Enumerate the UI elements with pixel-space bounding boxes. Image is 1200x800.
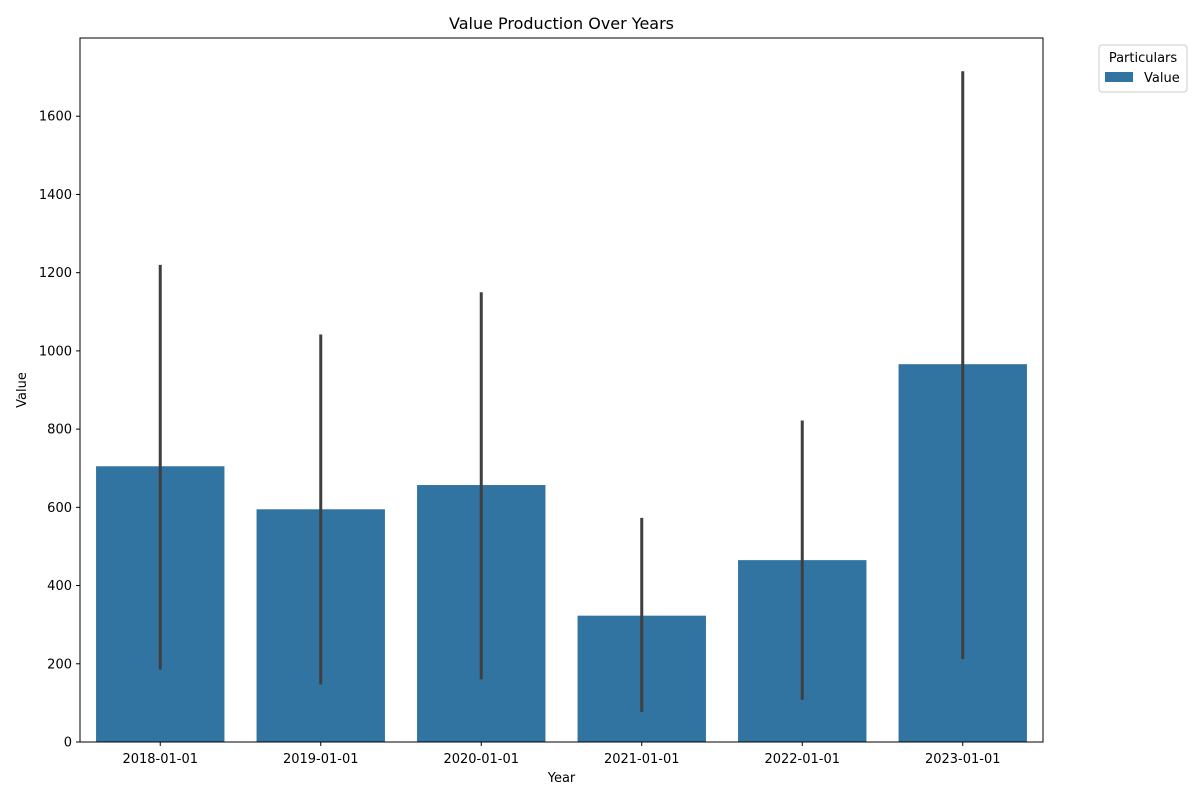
x-tick-label: 2020-01-01 <box>443 752 519 767</box>
y-tick-label: 0 <box>64 736 72 751</box>
y-tick-label: 200 <box>47 657 72 672</box>
y-axis-ticks: 0 200 400 600 800 1000 1200 1400 1600 <box>39 110 80 751</box>
y-tick-label: 1600 <box>39 110 72 125</box>
x-tick-label: 2019-01-01 <box>283 752 359 767</box>
x-axis-label: Year <box>547 771 576 786</box>
x-tick-label: 2018-01-01 <box>122 752 198 767</box>
x-axis-ticks: 2018-01-01 2019-01-01 2020-01-01 2021-01-01… <box>122 742 1001 767</box>
legend-items: Value <box>1105 71 1180 86</box>
legend-title: Particulars <box>1109 51 1178 66</box>
legend-item-label: Value <box>1144 71 1180 86</box>
legend: Particulars Value <box>1098 44 1188 93</box>
errorbars-layer <box>158 71 965 712</box>
y-tick-label: 400 <box>47 579 72 594</box>
x-tick-label: 2022-01-01 <box>764 752 840 767</box>
y-tick-label: 800 <box>47 423 72 438</box>
y-axis-label: Value <box>15 372 30 408</box>
y-tick-label: 600 <box>47 501 72 516</box>
y-tick-label: 1200 <box>39 266 72 281</box>
y-tick-label: 1400 <box>39 188 72 203</box>
x-tick-label: 2023-01-01 <box>925 752 1001 767</box>
plot-frame <box>79 37 1044 743</box>
bars-layer <box>96 364 1027 742</box>
x-tick-label: 2021-01-01 <box>604 752 680 767</box>
chart-title: Value Production Over Years <box>449 14 674 33</box>
legend-swatch <box>1105 72 1133 82</box>
y-tick-label: 1000 <box>39 344 72 359</box>
